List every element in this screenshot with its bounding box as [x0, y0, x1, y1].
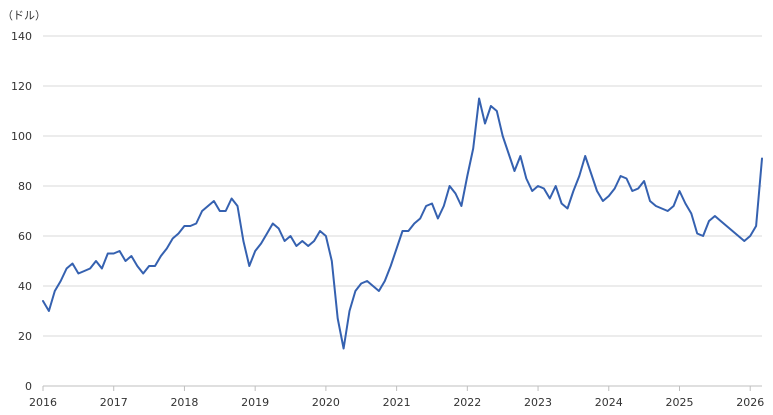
- y-tick-label: 80: [18, 180, 32, 193]
- gridlines: [43, 35, 762, 387]
- x-tick-label: 2016: [29, 396, 57, 409]
- x-tick-label: 2020: [312, 396, 340, 409]
- x-tick-label: 2023: [524, 396, 552, 409]
- y-tick-label: 60: [18, 230, 32, 243]
- x-tick-label: 2021: [383, 396, 411, 409]
- y-tick-label: 120: [11, 80, 32, 93]
- y-tick-label: 100: [11, 130, 32, 143]
- price-series-line: [42, 97, 763, 350]
- series-group: [42, 97, 763, 350]
- y-axis-ticks: 0 20 40 60 80 100 120 140: [11, 30, 32, 393]
- y-tick-label: 0: [25, 380, 32, 393]
- x-axis-ticks: 2016 2017 2018 2019 2020 2021 2022 2023 2024 2025…: [29, 386, 764, 409]
- y-tick-label: 40: [18, 280, 32, 293]
- x-tick-label: 2019: [241, 396, 269, 409]
- x-tick-label: 2026: [736, 396, 764, 409]
- x-tick-label: 2022: [453, 396, 481, 409]
- x-tick-label: 2018: [170, 396, 198, 409]
- y-axis-unit-label: （ドル）: [2, 9, 46, 22]
- y-tick-label: 20: [18, 330, 32, 343]
- x-tick-label: 2017: [100, 396, 128, 409]
- x-tick-label: 2025: [665, 396, 693, 409]
- y-tick-label: 140: [11, 30, 32, 43]
- x-tick-label: 2024: [595, 396, 623, 409]
